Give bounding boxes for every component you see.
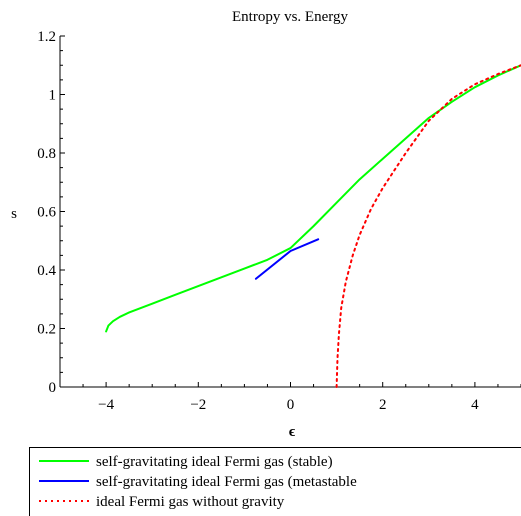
- legend-box: [29, 447, 521, 516]
- x-tick-label: −4: [98, 397, 114, 413]
- x-tick-label: −2: [190, 397, 206, 413]
- series-line-2: [335, 64, 521, 388]
- y-tick-label: 0.4: [37, 263, 56, 279]
- series-line-1: [254, 238, 320, 280]
- plot-area: 0 0.2 0.4 0.6 0.8 1 1.2 −4 −2 0 2 4: [37, 29, 521, 413]
- y-tick-label: 1.2: [37, 29, 56, 45]
- series-line-0: [105, 64, 521, 333]
- y-tick-label: 0: [49, 380, 57, 396]
- legend-label-0: self-gravitating ideal Fermi gas (stable…: [96, 454, 333, 470]
- x-tick-label: 4: [471, 397, 479, 413]
- y-tick-label: 0.8: [37, 146, 56, 162]
- x-axis-label: ϵ: [289, 424, 296, 440]
- y-tick-label: 0.6: [37, 205, 56, 221]
- legend-label-2: ideal Fermi gas without gravity: [96, 494, 285, 510]
- x-tick-label: 0: [287, 397, 295, 413]
- chart-title: Entropy vs. Energy: [232, 9, 348, 25]
- y-tick-label: 1: [49, 88, 57, 104]
- legend-label-1: self-gravitating ideal Fermi gas (metast…: [96, 474, 357, 490]
- x-tick-label: 2: [379, 397, 387, 413]
- legend: self-gravitating ideal Fermi gas (stable…: [29, 447, 521, 516]
- y-axis-label: s: [11, 206, 17, 222]
- y-tick-label: 0.2: [37, 322, 56, 338]
